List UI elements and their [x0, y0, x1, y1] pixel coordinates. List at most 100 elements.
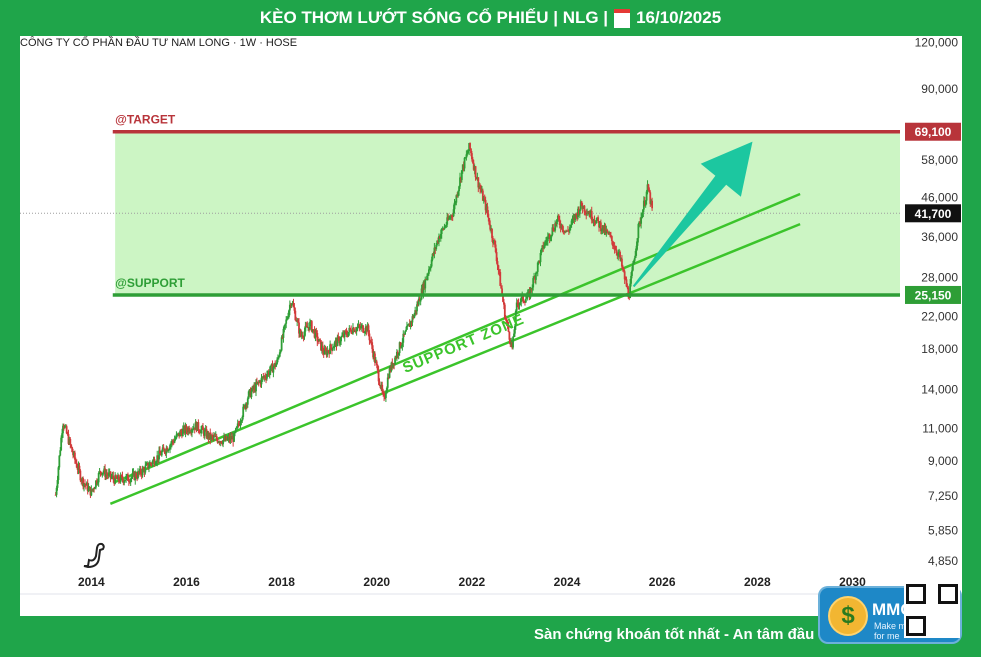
- candle-body: [293, 307, 296, 311]
- candle-body: [489, 224, 492, 230]
- candle-body: [168, 449, 171, 451]
- candle-body: [90, 489, 93, 496]
- candle-body: [595, 219, 598, 224]
- candle-body: [362, 325, 364, 333]
- candle-body: [85, 482, 88, 486]
- target-price-tag: [905, 122, 961, 141]
- candle-body: [385, 393, 387, 399]
- candle-body: [228, 436, 231, 441]
- candle-body: [363, 332, 365, 334]
- candle-body: [311, 329, 314, 332]
- candle-body: [502, 295, 504, 302]
- candle-body: [351, 332, 353, 334]
- candle-body: [130, 477, 133, 479]
- candle-body: [449, 215, 452, 218]
- candle-body: [138, 471, 140, 474]
- candle-body: [92, 488, 95, 491]
- candle-body: [163, 449, 166, 453]
- footer-tagline: Sàn chứng khoán tốt nhất - An tâm đầu tư…: [533, 626, 891, 643]
- candle-body: [363, 331, 366, 333]
- candle-body: [170, 440, 173, 444]
- candle-body: [536, 262, 539, 272]
- candle-body: [271, 364, 274, 373]
- candle-body: [546, 236, 549, 242]
- candle-body: [523, 301, 525, 303]
- candle-body: [554, 223, 557, 231]
- candle-body: [239, 422, 242, 426]
- candle-body: [280, 337, 283, 351]
- candle-body: [219, 441, 222, 443]
- candle-body: [125, 476, 128, 481]
- candle-body: [587, 213, 589, 215]
- candle-body: [619, 252, 621, 259]
- candle-body: [468, 143, 471, 152]
- candle-body: [491, 228, 493, 239]
- candle-body: [309, 321, 312, 323]
- candle-body: [78, 465, 81, 471]
- candle-body: [575, 213, 578, 215]
- candle-body: [121, 475, 124, 480]
- candle-body: [597, 217, 600, 222]
- chart-panel: SUPPORT ZONE @TARGET 69,100 @SUPPORT 25,150 4…: [20, 36, 962, 616]
- candle-body: [466, 153, 469, 155]
- candle-body: [57, 467, 60, 481]
- candle-body: [621, 266, 624, 269]
- candle-body: [563, 230, 566, 233]
- dinosaur-icon[interactable]: [80, 540, 108, 575]
- candle-body: [282, 328, 285, 338]
- candle-body: [106, 473, 108, 475]
- candle-body: [379, 385, 382, 388]
- candle-body: [602, 225, 605, 232]
- candle-body: [531, 287, 534, 290]
- candle-body: [70, 444, 73, 448]
- candle-body: [501, 288, 503, 296]
- candle-body: [556, 215, 559, 220]
- candle-body: [591, 220, 594, 222]
- candle-body: [172, 441, 175, 443]
- candle-body: [176, 434, 179, 436]
- y-tick-label: 46,000: [921, 190, 958, 204]
- qr-code-icon[interactable]: [904, 582, 960, 638]
- candle-body: [132, 472, 135, 474]
- candle-body: [373, 353, 375, 358]
- candle-body: [612, 245, 615, 247]
- candle-body: [287, 317, 289, 319]
- candle-body: [382, 391, 385, 395]
- candle-body: [210, 435, 213, 440]
- candle-body: [123, 481, 126, 483]
- candle-body: [439, 233, 442, 239]
- candle-body: [119, 475, 122, 482]
- candle-body: [209, 432, 212, 440]
- candle-body: [152, 459, 155, 461]
- candle-body: [355, 327, 358, 332]
- candle-body: [154, 463, 157, 465]
- candle-body: [105, 473, 107, 477]
- candle-body: [530, 288, 533, 290]
- channel-lower-line: [109, 222, 801, 505]
- candle-body: [610, 236, 613, 241]
- candle-body: [403, 333, 406, 335]
- candle-body: [446, 217, 449, 225]
- candle-body: [77, 465, 80, 470]
- candle-body: [137, 471, 139, 479]
- candle-body: [274, 363, 277, 367]
- candle-body: [257, 381, 260, 383]
- candle-body: [631, 263, 634, 271]
- candle-body: [427, 273, 429, 276]
- price-chart[interactable]: SUPPORT ZONE@TARGET69,100@SUPPORT25,1504…: [20, 36, 962, 616]
- candle-body: [474, 166, 477, 178]
- candle-body: [87, 487, 90, 492]
- candle-body: [229, 436, 232, 441]
- candle-body: [244, 405, 246, 409]
- candle-body: [302, 337, 305, 339]
- candle-body: [520, 297, 523, 302]
- candle-body: [584, 211, 587, 213]
- candle-body: [427, 269, 430, 274]
- candle-body: [55, 487, 58, 495]
- candle-body: [62, 425, 64, 434]
- candle-body: [253, 385, 256, 390]
- candle-body: [295, 320, 298, 322]
- candle-body: [475, 177, 478, 180]
- candle-body: [560, 224, 563, 229]
- candle-body: [140, 473, 143, 476]
